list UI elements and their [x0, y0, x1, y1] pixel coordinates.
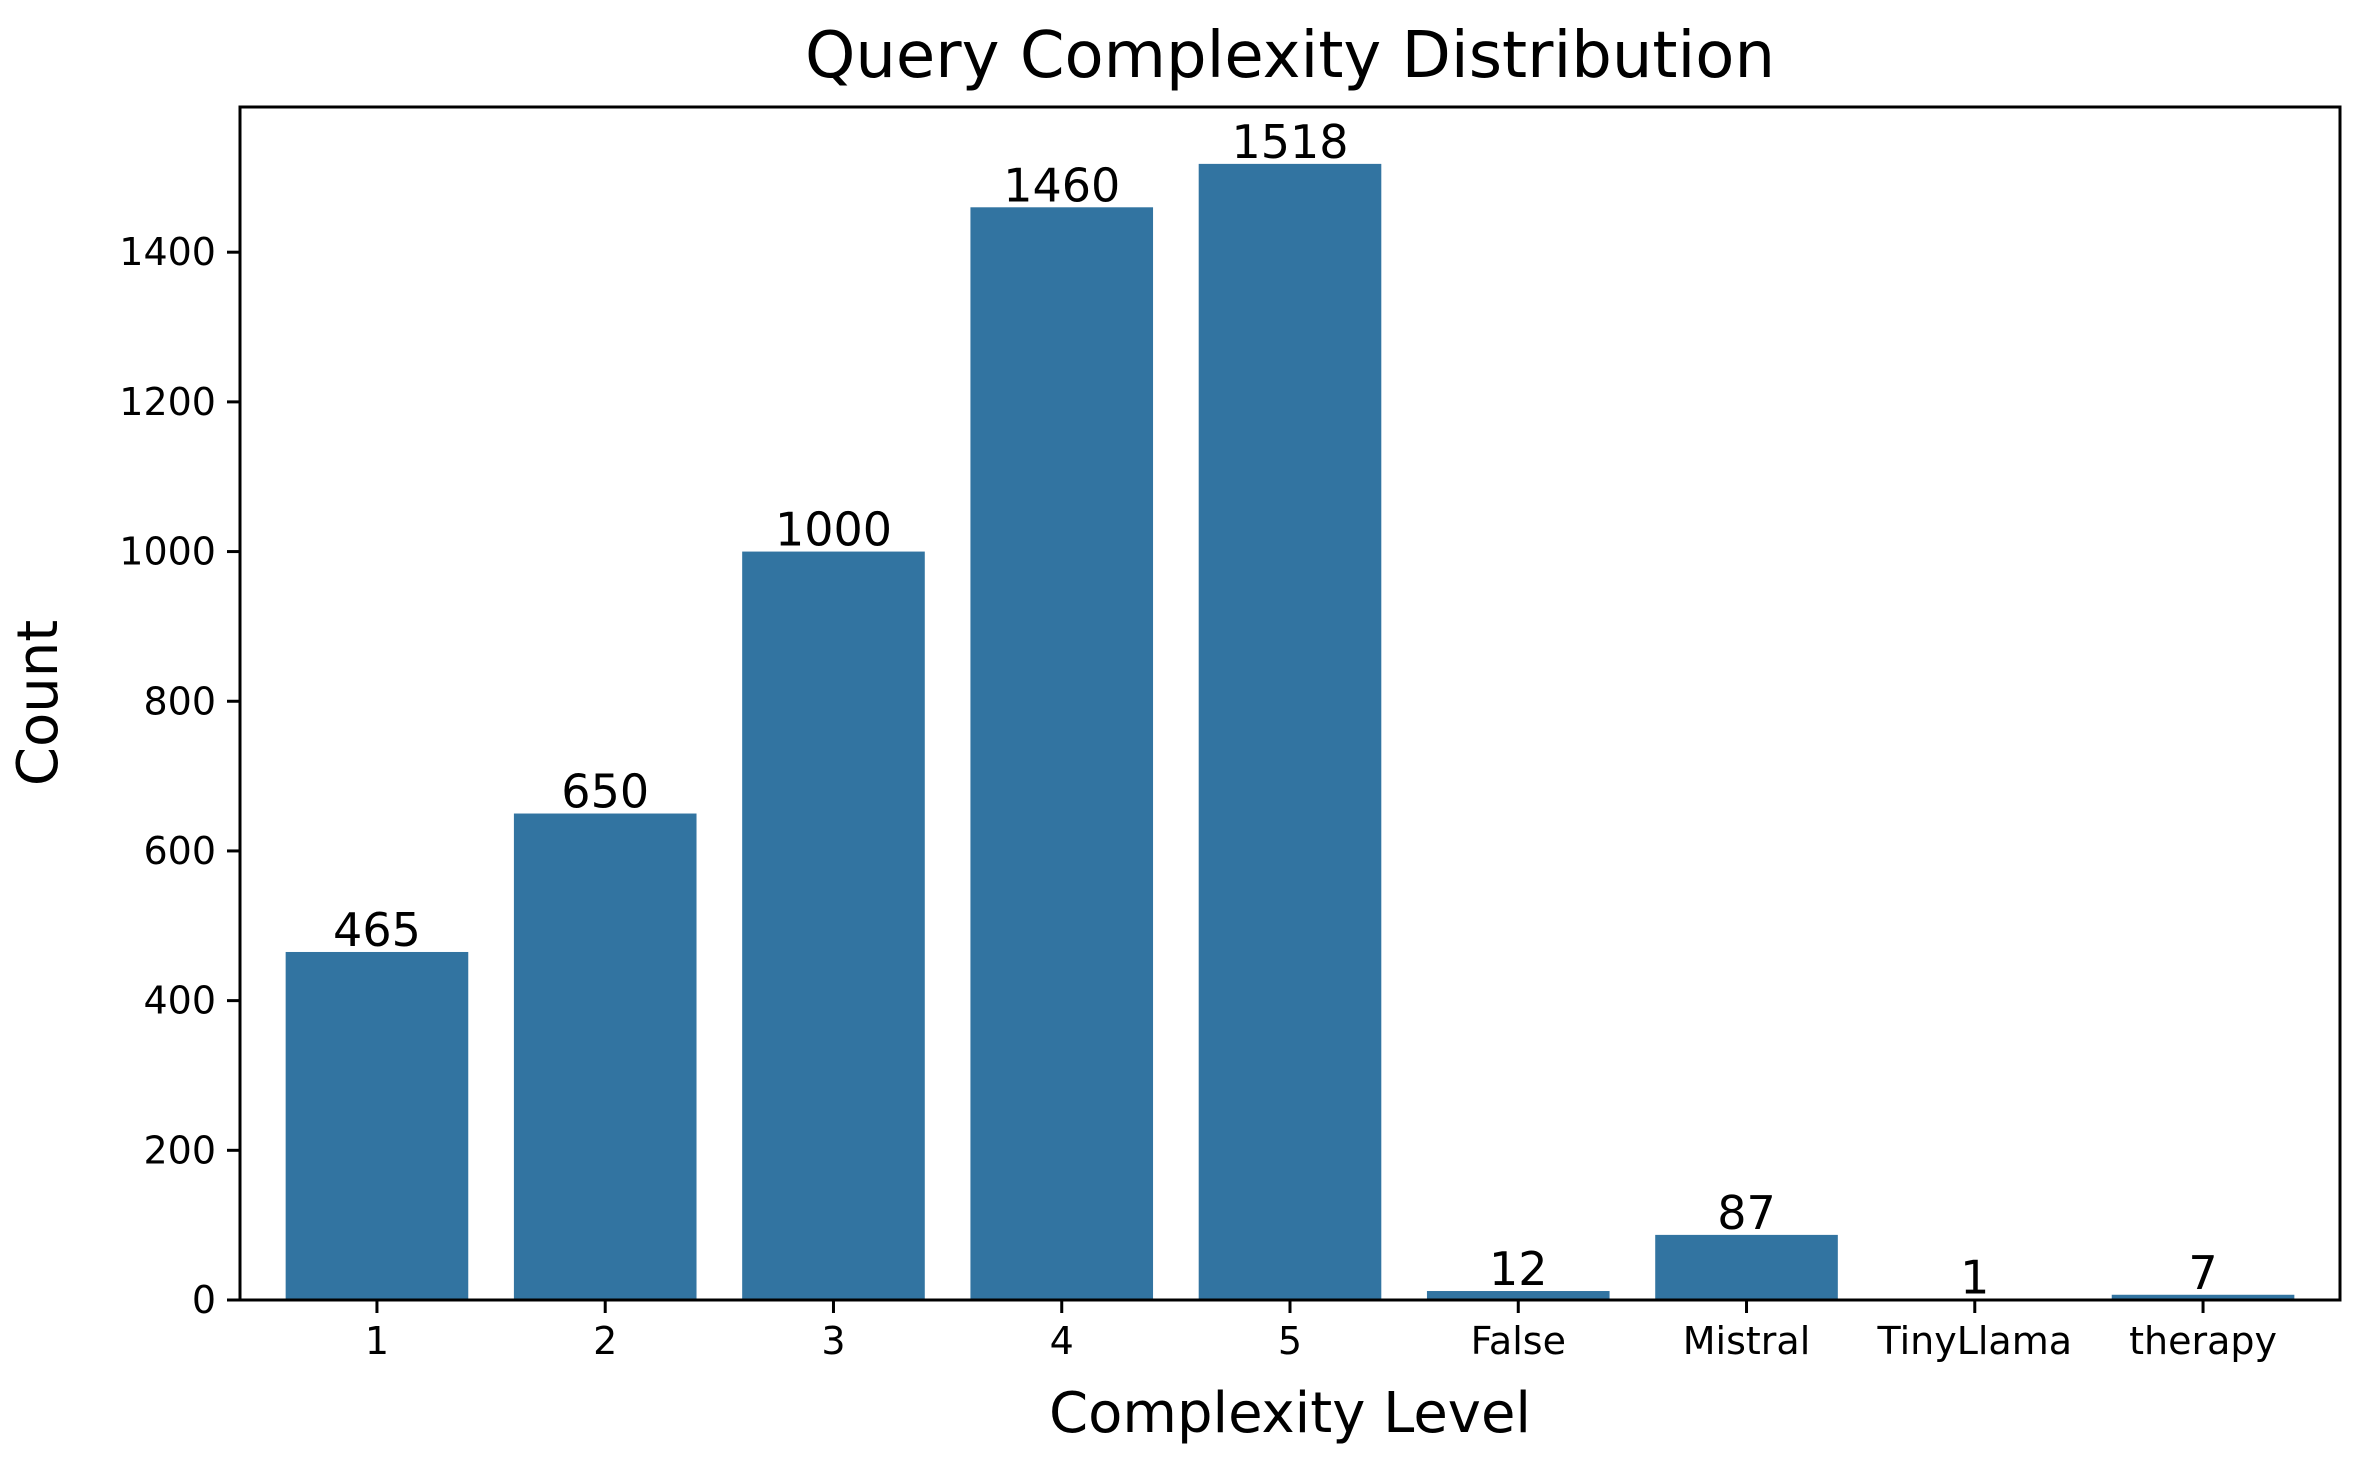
x-tick-label: TinyLlama	[1877, 1319, 2073, 1363]
y-axis-ticks: 0 200 400 600 800 1000 1200 1400	[119, 230, 240, 1322]
data-label: 1	[1960, 1250, 1989, 1304]
bar-mistral	[1655, 1234, 1838, 1300]
y-tick-label: 1200	[119, 380, 216, 424]
y-tick-label: 0	[192, 1278, 216, 1322]
bar-2	[513, 813, 697, 1300]
x-tick-label: False	[1471, 1319, 1566, 1363]
y-tick-label: 200	[143, 1128, 216, 1172]
data-labels: 465 650 1000 1460 1518 12 87 1 7	[333, 115, 2218, 1304]
bar-1	[285, 951, 469, 1300]
data-label: 7	[2188, 1246, 2217, 1300]
data-label: 12	[1489, 1242, 1548, 1296]
y-axis-label: Count	[6, 620, 71, 786]
data-label: 1000	[775, 503, 892, 557]
data-label: 1460	[1003, 158, 1120, 212]
x-axis-label: Complexity Level	[1049, 1381, 1531, 1446]
x-tick-label: 5	[1278, 1319, 1302, 1363]
y-tick-label: 1400	[119, 230, 216, 274]
x-tick-label: 1	[365, 1319, 389, 1363]
x-tick-label: 4	[1050, 1319, 1074, 1363]
bar-5	[1198, 163, 1382, 1300]
bar-4	[970, 207, 1154, 1301]
y-tick-label: 400	[143, 979, 216, 1023]
x-tick-label: 2	[593, 1319, 617, 1363]
y-tick-label: 800	[143, 679, 216, 723]
plot-frame	[238, 105, 2342, 1302]
bar-false	[1426, 1291, 1610, 1300]
data-label: 650	[561, 765, 649, 819]
bars	[285, 163, 2295, 1301]
data-label: 465	[333, 903, 421, 957]
y-tick-label: 600	[143, 829, 216, 873]
x-axis-ticks: 1 2 3 4 5 False Mistral TinyLlama therapy	[365, 1300, 2277, 1363]
y-tick-label: 1000	[119, 530, 216, 574]
chart-title: Query Complexity Distribution	[805, 19, 1775, 93]
x-tick-label: therapy	[2129, 1319, 2277, 1363]
x-tick-label: 3	[821, 1319, 845, 1363]
x-tick-label: Mistral	[1683, 1319, 1811, 1363]
bar-3	[742, 551, 925, 1300]
data-label: 1518	[1231, 115, 1348, 169]
bar-therapy	[2111, 1294, 2295, 1300]
data-label: 87	[1717, 1186, 1776, 1240]
